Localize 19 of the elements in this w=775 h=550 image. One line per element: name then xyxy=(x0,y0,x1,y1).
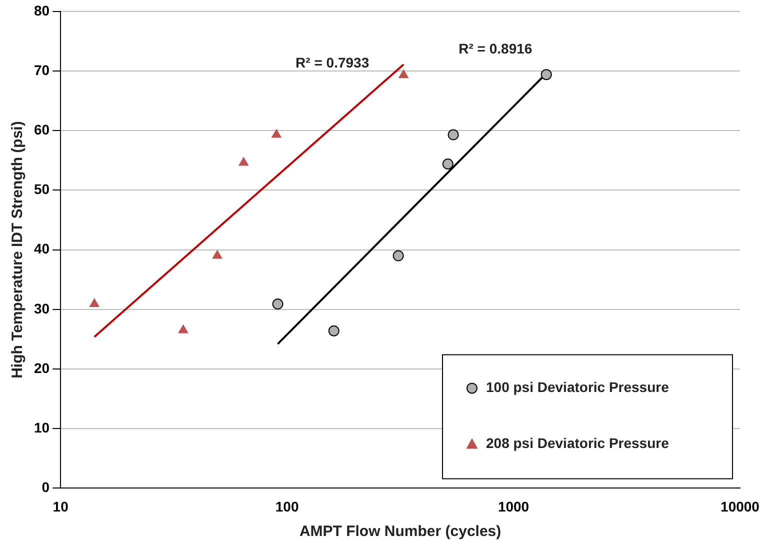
y-tick-label: 30 xyxy=(34,300,50,316)
x-tick-label: 10000 xyxy=(720,498,760,514)
y-tick-label: 40 xyxy=(34,240,50,257)
y-tick-label: 10 xyxy=(34,419,50,436)
x-axis-title: AMPT Flow Number (cycles) xyxy=(299,523,502,540)
legend-label: 208 psi Deviatoric Pressure xyxy=(486,435,670,452)
y-tick-label: 20 xyxy=(34,360,50,376)
annotation: R² = 0.8916 xyxy=(458,40,532,56)
x-tick-label: 1000 xyxy=(498,498,530,514)
annotation: R² = 0.7933 xyxy=(296,54,370,71)
x-tick-label: 100 xyxy=(275,498,299,514)
legend-label: 100 psi Deviatoric Pressure xyxy=(486,379,670,396)
y-axis-title: High Temperature IDT Strength (psi) xyxy=(9,121,26,378)
x-tick-label: 10 xyxy=(52,498,69,514)
y-tick-label: 0 xyxy=(42,479,50,496)
y-tick-label: 50 xyxy=(34,181,50,198)
y-tick-label: 80 xyxy=(34,2,50,18)
y-tick-label: 70 xyxy=(34,62,50,78)
y-tick-label: 60 xyxy=(34,121,50,138)
